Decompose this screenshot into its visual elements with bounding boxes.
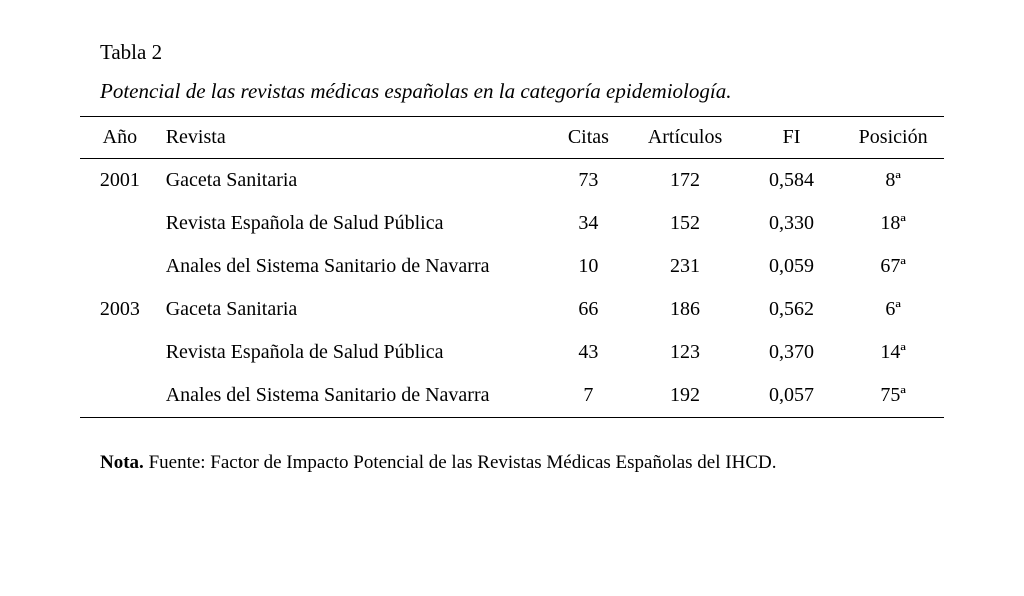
table-row: Revista Española de Salud Pública 43 123… [80, 331, 944, 374]
cell-posicion: 67ª [842, 245, 944, 288]
col-header-year: Año [80, 117, 156, 159]
table-row: Anales del Sistema Sanitario de Navarra … [80, 245, 944, 288]
cell-citas: 73 [548, 159, 630, 203]
col-header-journal: Revista [156, 117, 548, 159]
document-page: Tabla 2 Potencial de las revistas médica… [0, 0, 1024, 494]
cell-journal: Gaceta Sanitaria [156, 159, 548, 203]
cell-citas: 7 [548, 374, 630, 418]
cell-fi: 0,370 [741, 331, 842, 374]
cell-year [80, 202, 156, 245]
cell-posicion: 75ª [842, 374, 944, 418]
cell-fi: 0,057 [741, 374, 842, 418]
cell-articulos: 152 [629, 202, 741, 245]
cell-citas: 10 [548, 245, 630, 288]
table-row: 2001 Gaceta Sanitaria 73 172 0,584 8ª [80, 159, 944, 203]
note-text: Fuente: Factor de Impacto Potencial de l… [144, 452, 777, 473]
cell-articulos: 186 [629, 288, 741, 331]
cell-fi: 0,562 [741, 288, 842, 331]
table-label: Tabla 2 [100, 40, 944, 65]
cell-posicion: 6ª [842, 288, 944, 331]
cell-articulos: 192 [629, 374, 741, 418]
cell-articulos: 172 [629, 159, 741, 203]
note-label: Nota. [100, 452, 144, 473]
cell-articulos: 123 [629, 331, 741, 374]
col-header-fi: FI [741, 117, 842, 159]
col-header-articulos: Artículos [629, 117, 741, 159]
cell-posicion: 8ª [842, 159, 944, 203]
cell-citas: 43 [548, 331, 630, 374]
col-header-citas: Citas [548, 117, 630, 159]
cell-fi: 0,059 [741, 245, 842, 288]
cell-year: 2001 [80, 159, 156, 203]
journals-table: Año Revista Citas Artículos FI Posición … [80, 116, 944, 418]
cell-journal: Revista Española de Salud Pública [156, 202, 548, 245]
cell-year [80, 374, 156, 418]
col-header-posicion: Posición [842, 117, 944, 159]
table-caption: Potencial de las revistas médicas españo… [100, 79, 944, 104]
cell-posicion: 14ª [842, 331, 944, 374]
cell-journal: Anales del Sistema Sanitario de Navarra [156, 374, 548, 418]
cell-fi: 0,330 [741, 202, 842, 245]
cell-journal: Revista Española de Salud Pública [156, 331, 548, 374]
cell-fi: 0,584 [741, 159, 842, 203]
cell-journal: Gaceta Sanitaria [156, 288, 548, 331]
cell-posicion: 18ª [842, 202, 944, 245]
table-row: Revista Española de Salud Pública 34 152… [80, 202, 944, 245]
table-row: 2003 Gaceta Sanitaria 66 186 0,562 6ª [80, 288, 944, 331]
cell-journal: Anales del Sistema Sanitario de Navarra [156, 245, 548, 288]
table-note: Nota. Fuente: Factor de Impacto Potencia… [100, 452, 944, 474]
cell-citas: 34 [548, 202, 630, 245]
cell-articulos: 231 [629, 245, 741, 288]
table-header-row: Año Revista Citas Artículos FI Posición [80, 117, 944, 159]
table-row: Anales del Sistema Sanitario de Navarra … [80, 374, 944, 418]
cell-citas: 66 [548, 288, 630, 331]
cell-year: 2003 [80, 288, 156, 331]
cell-year [80, 331, 156, 374]
cell-year [80, 245, 156, 288]
